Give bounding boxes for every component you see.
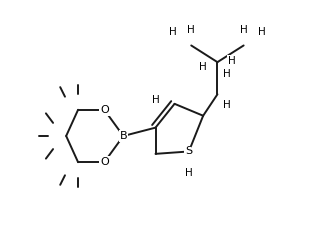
Text: H: H [240,25,248,35]
Text: H: H [258,27,265,37]
Text: O: O [100,105,109,115]
Text: B: B [119,131,127,141]
Text: H: H [199,62,207,72]
Text: H: H [185,168,193,178]
Text: O: O [100,157,109,167]
Text: H: H [169,27,177,37]
Text: H: H [223,100,231,110]
Text: H: H [187,25,195,35]
Text: H: H [228,56,236,66]
Text: H: H [152,95,159,105]
Text: H: H [223,69,231,79]
Text: S: S [185,147,193,156]
